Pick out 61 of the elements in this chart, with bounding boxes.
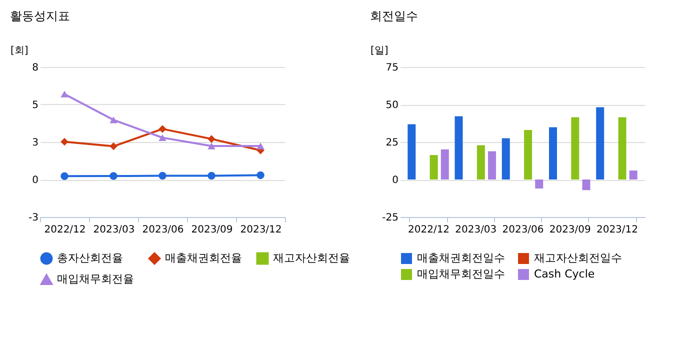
x-tick-label: 2023/09 xyxy=(549,224,591,236)
point xyxy=(60,90,68,98)
point xyxy=(208,172,216,180)
bar xyxy=(454,116,463,180)
bar xyxy=(629,170,638,180)
chart-title: 활동성지표 xyxy=(10,9,70,23)
point xyxy=(60,172,68,180)
bar xyxy=(430,155,438,180)
bar xyxy=(618,117,626,180)
point xyxy=(110,142,118,150)
legend-label: 재고자산회전율 xyxy=(273,252,350,265)
legend-label: 매출채권회전율 xyxy=(165,252,242,265)
point xyxy=(158,172,166,180)
point xyxy=(208,142,216,150)
bar xyxy=(502,138,510,180)
point xyxy=(110,116,118,124)
legend-label: 총자산회전율 xyxy=(57,252,123,265)
y-tick-label: 50 xyxy=(386,100,398,111)
bar xyxy=(596,107,604,180)
y-axis-title: [회] xyxy=(10,46,28,56)
bar xyxy=(408,124,416,180)
y-tick-label: -3 xyxy=(28,212,38,224)
bar xyxy=(548,127,557,180)
x-tick-label: 2023/12 xyxy=(596,224,638,236)
bar xyxy=(535,180,544,188)
legend-label: 매입채무회전율 xyxy=(57,272,134,286)
y-tick-label: 3 xyxy=(32,138,38,148)
point xyxy=(60,138,68,146)
x-tick-label: 2022/12 xyxy=(408,224,450,236)
x-tick-label: 2022/12 xyxy=(44,224,86,236)
legend-label: 매출채권회전일수 xyxy=(417,252,505,265)
y-axis-title: [일] xyxy=(370,46,388,56)
legend-label: Cash Cycle xyxy=(534,268,595,280)
y-tick-label: 0 xyxy=(392,175,398,186)
y-tick-label: 8 xyxy=(32,62,38,74)
x-tick-label: 2023/06 xyxy=(502,224,544,236)
bar xyxy=(582,180,590,190)
legend-label: 매입채무회전일수 xyxy=(417,268,505,280)
bar xyxy=(571,117,580,180)
point xyxy=(256,142,264,150)
y-tick-label: 0 xyxy=(32,175,38,186)
y-tick-label: 75 xyxy=(386,62,398,74)
chart-title: 회전일수 xyxy=(370,9,418,23)
point xyxy=(110,172,118,180)
x-tick-label: 2023/03 xyxy=(93,224,135,236)
bar xyxy=(440,149,449,180)
point xyxy=(158,134,166,142)
y-tick-label: 25 xyxy=(386,138,398,148)
y-tick-label: -25 xyxy=(382,212,398,224)
x-tick-label: 2023/03 xyxy=(455,224,497,236)
x-tick-label: 2023/12 xyxy=(240,224,282,236)
point xyxy=(208,135,216,143)
bar xyxy=(524,130,532,180)
y-tick-label: 5 xyxy=(32,100,38,111)
point xyxy=(256,171,264,180)
point xyxy=(158,125,166,133)
legend-label: 재고자산회전일수 xyxy=(534,252,622,265)
bar xyxy=(488,151,496,180)
x-tick-label: 2023/09 xyxy=(191,224,233,236)
bar xyxy=(476,145,485,180)
x-tick-label: 2023/06 xyxy=(142,224,184,236)
